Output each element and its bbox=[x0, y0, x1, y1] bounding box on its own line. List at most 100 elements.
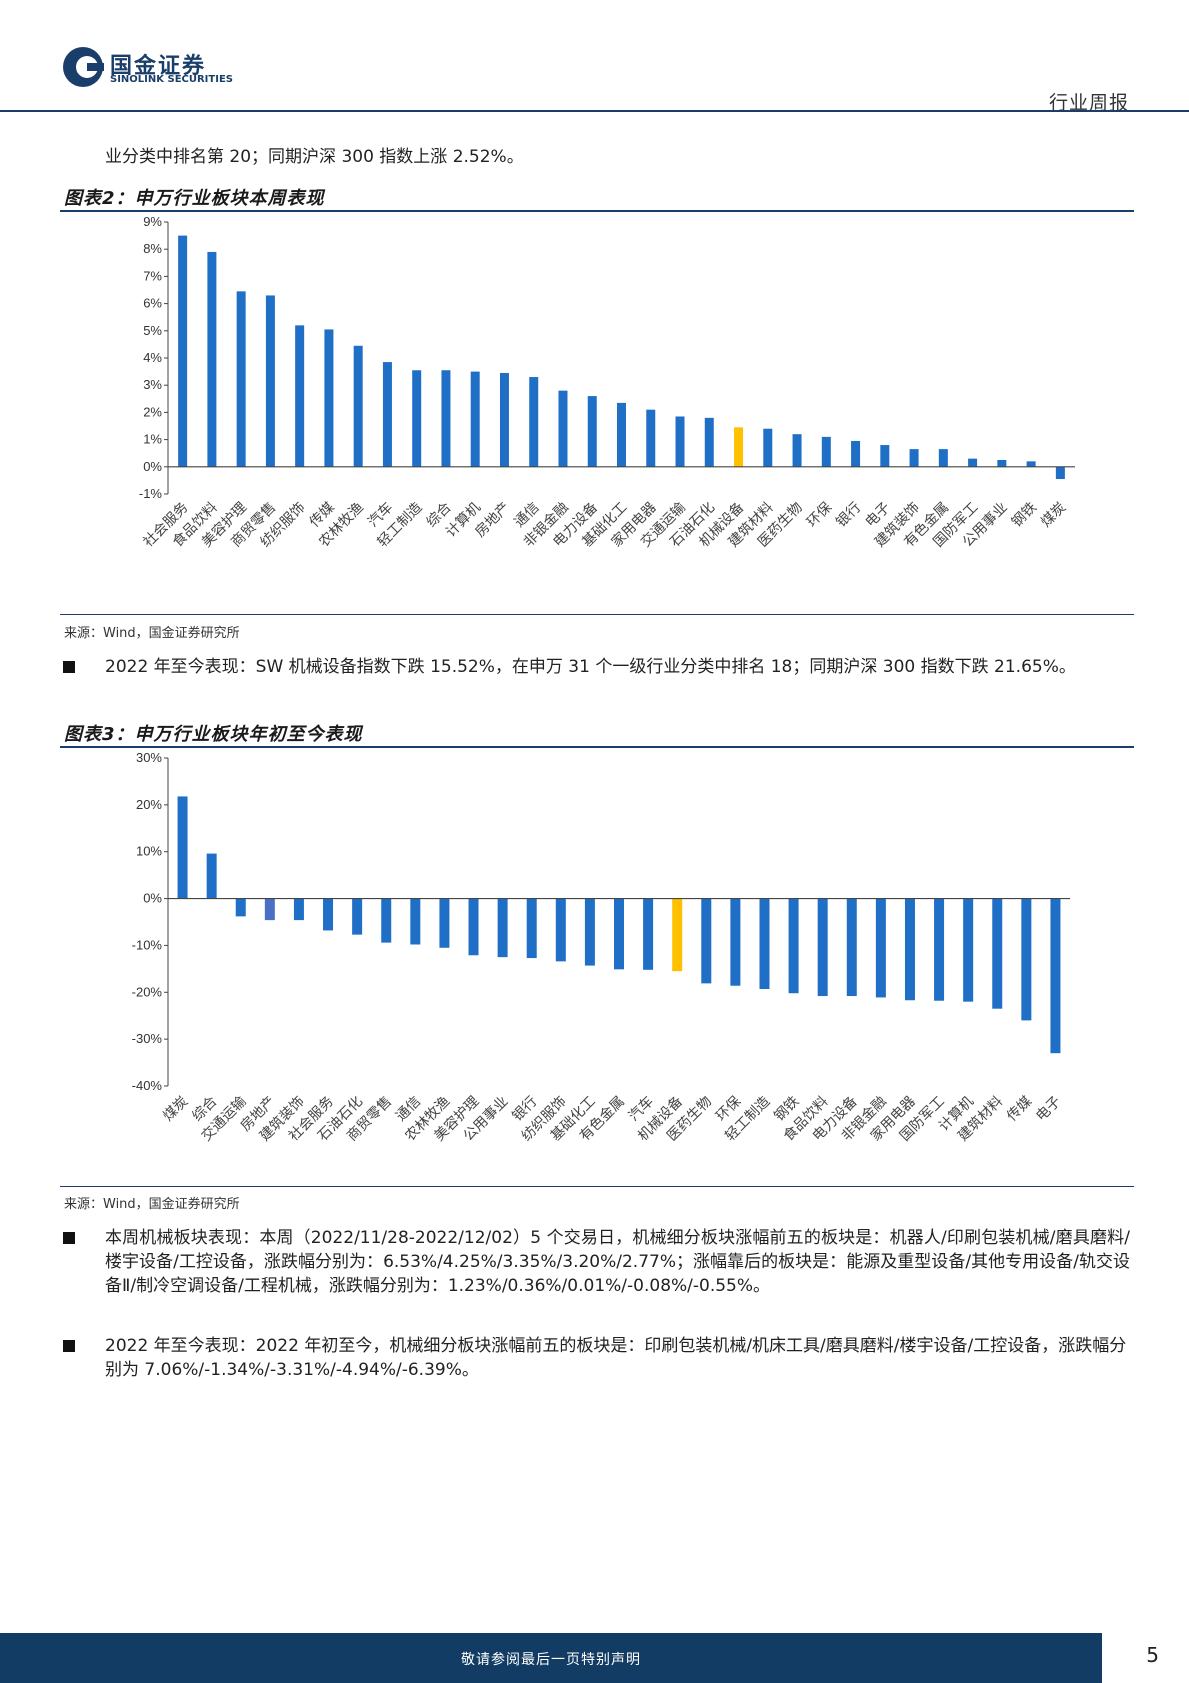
bullet-icon bbox=[63, 1340, 75, 1352]
bar-国防军工 bbox=[934, 898, 945, 1001]
bar-机械设备 bbox=[734, 427, 744, 467]
bar-基础化工 bbox=[617, 402, 626, 467]
figure3-bottom-rule bbox=[60, 1186, 1134, 1187]
bar-农林牧渔 bbox=[353, 345, 363, 467]
bar-基础化工 bbox=[584, 898, 595, 966]
x-category-label: 煤炭 bbox=[160, 1094, 191, 1125]
bar-医药生物 bbox=[701, 898, 712, 984]
y-tick-label: -20% bbox=[132, 984, 163, 999]
figure2-bottom-rule bbox=[60, 614, 1134, 615]
logo-text-cn: 国金证券 bbox=[110, 54, 207, 79]
bar-轻工制造 bbox=[759, 898, 770, 990]
figure3-top-rule bbox=[60, 746, 1134, 748]
bar-医药生物 bbox=[792, 434, 802, 467]
figure2-title: 图表2：申万行业板块本周表现 bbox=[64, 188, 325, 209]
bar-食品饮料 bbox=[817, 898, 828, 997]
bar-家用电器 bbox=[646, 409, 656, 467]
bar-纺织服饰 bbox=[295, 325, 305, 467]
bar-有色金属 bbox=[938, 449, 948, 467]
bar-环保 bbox=[730, 898, 741, 986]
ytd-sw-bullet: 2022 年至今表现：SW 机械设备指数下跌 15.52%，在申万 31 个一级… bbox=[105, 657, 1076, 677]
bar-计算机 bbox=[470, 371, 480, 467]
bar-公用事业 bbox=[997, 460, 1007, 467]
bar-交通运输 bbox=[235, 898, 246, 917]
x-category-label: 环保 bbox=[804, 500, 835, 531]
y-tick-label: 9% bbox=[143, 214, 162, 229]
y-tick-label: 2% bbox=[143, 404, 162, 419]
logo-mark-icon bbox=[63, 47, 104, 87]
bar-建筑材料 bbox=[992, 898, 1003, 1009]
bar-通信 bbox=[529, 377, 539, 467]
bar-银行 bbox=[526, 898, 537, 959]
x-category-label: 传媒 bbox=[1004, 1094, 1035, 1125]
y-tick-label: 6% bbox=[143, 296, 162, 311]
y-tick-label: -1% bbox=[139, 486, 163, 501]
bullet-icon bbox=[63, 1232, 75, 1244]
logo-text-en: SINOLINK SECURITIES bbox=[110, 74, 233, 85]
bar-纺织服饰 bbox=[555, 898, 566, 962]
bar-机械设备 bbox=[672, 898, 683, 972]
page-number-box: 5 bbox=[1102, 1633, 1189, 1683]
header-divider bbox=[0, 110, 1189, 112]
x-category-label: 钢铁 bbox=[1009, 500, 1040, 531]
bar-商贸零售 bbox=[265, 295, 275, 467]
bar-建筑材料 bbox=[763, 428, 773, 467]
bar-电力设备 bbox=[587, 396, 597, 467]
bar-社会服务 bbox=[178, 235, 188, 467]
bar-通信 bbox=[410, 898, 421, 945]
bar-美容护理 bbox=[236, 291, 246, 467]
y-tick-label: 7% bbox=[143, 268, 162, 283]
y-tick-label: -30% bbox=[132, 1031, 163, 1046]
y-tick-label: -40% bbox=[132, 1078, 163, 1093]
footer-disclaimer: 敬请参阅最后一页特别声明 bbox=[461, 1652, 641, 1668]
y-tick-label: 20% bbox=[136, 797, 162, 812]
bar-交通运输 bbox=[675, 416, 685, 467]
bar-钢铁 bbox=[1026, 461, 1036, 467]
bar-房地产 bbox=[499, 372, 509, 467]
page-header: 国金证券 SINOLINK SECURITIES 行业周报 bbox=[0, 0, 1189, 114]
intro-continuation: 业分类中排名第 20；同期沪深 300 指数上涨 2.52%。 bbox=[105, 147, 524, 167]
bar-石油石化 bbox=[704, 417, 714, 467]
weekly-subsector-bullet: 本周机械板块表现：本周（2022/11/28-2022/12/02）5 个交易日… bbox=[105, 1228, 1130, 1296]
bar-煤炭 bbox=[1055, 466, 1065, 480]
bar-综合 bbox=[206, 853, 217, 899]
bar-农林牧渔 bbox=[439, 898, 450, 948]
bar-食品饮料 bbox=[207, 251, 217, 467]
page-number: 5 bbox=[1146, 1643, 1159, 1667]
bar-建筑装饰 bbox=[909, 449, 919, 467]
y-tick-label: 1% bbox=[143, 432, 162, 447]
figure2-source: 来源：Wind，国金证券研究所 bbox=[64, 626, 240, 641]
figure3-title: 图表3：申万行业板块年初至今表现 bbox=[64, 724, 363, 745]
y-tick-label: -10% bbox=[132, 937, 163, 952]
bar-传媒 bbox=[1021, 898, 1032, 1021]
y-tick-label: 30% bbox=[136, 750, 162, 765]
y-tick-label: 3% bbox=[143, 377, 162, 392]
bar-汽车 bbox=[643, 898, 654, 970]
bar-石油石化 bbox=[352, 898, 363, 935]
x-category-label: 电子 bbox=[1033, 1094, 1064, 1125]
bar-国防军工 bbox=[968, 458, 978, 467]
bar-煤炭 bbox=[177, 796, 188, 899]
bar-商贸零售 bbox=[381, 898, 392, 943]
ytd-subsector-bullet: 2022 年至今表现：2022 年初至今，机械细分板块涨幅前五的板块是：印刷包装… bbox=[105, 1336, 1127, 1380]
bar-轻工制造 bbox=[412, 370, 422, 467]
y-tick-label: 4% bbox=[143, 350, 162, 365]
bar-家用电器 bbox=[904, 898, 915, 1001]
bar-电力设备 bbox=[846, 898, 857, 997]
bar-环保 bbox=[821, 436, 831, 467]
bar-美容护理 bbox=[468, 898, 479, 956]
bar-房地产 bbox=[264, 898, 275, 921]
bar-有色金属 bbox=[614, 898, 624, 970]
y-tick-label: 0% bbox=[143, 891, 162, 906]
page-footer: 敬请参阅最后一页特别声明 5 bbox=[0, 1633, 1189, 1683]
bar-公用事业 bbox=[497, 898, 508, 958]
bar-非银金融 bbox=[875, 898, 886, 998]
bar-计算机 bbox=[963, 898, 974, 1002]
y-tick-label: 10% bbox=[136, 844, 162, 859]
figure2-top-rule bbox=[60, 210, 1134, 212]
bar-非银金融 bbox=[558, 390, 568, 467]
bullet-icon bbox=[63, 661, 75, 673]
bar-社会服务 bbox=[323, 898, 334, 931]
ytd-performance-chart: 30%20%10%0%-10%-20%-30%-40%煤炭综合交通运输房地产建筑… bbox=[132, 750, 1070, 1144]
y-tick-label: 5% bbox=[143, 323, 162, 338]
